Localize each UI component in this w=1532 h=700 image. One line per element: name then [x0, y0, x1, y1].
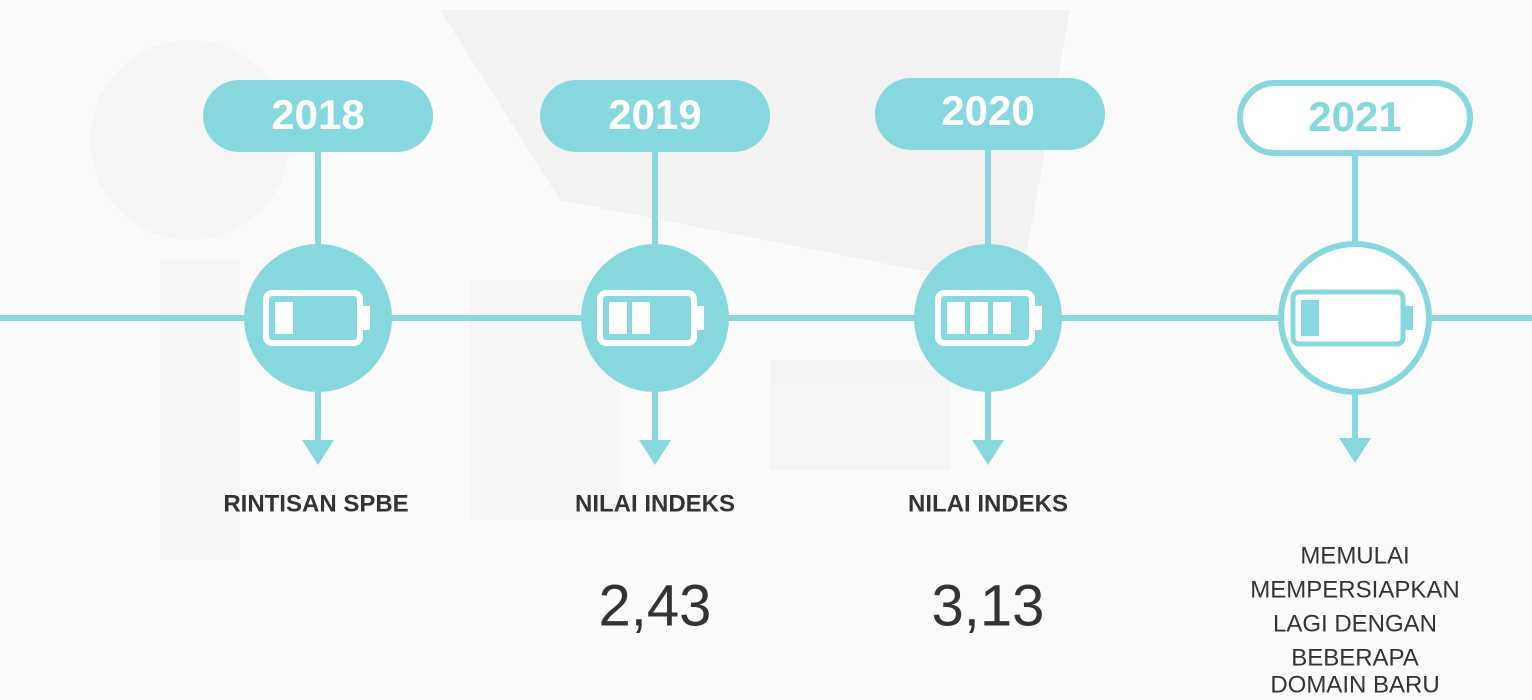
label: NILAI INDEKS	[908, 490, 1068, 517]
description-line: DOMAIN BARU	[1270, 671, 1439, 698]
value: 3,13	[932, 573, 1045, 638]
description-line: LAGI DENGAN	[1273, 610, 1437, 637]
description-line: BEBERAPA	[1291, 644, 1419, 671]
timeline: 2018 RINTISAN SPBE 2019 NILAI INDEKS 2,4…	[0, 0, 1532, 700]
description-line: MEMULAI	[1300, 542, 1409, 569]
value: 2,43	[599, 573, 712, 638]
label: NILAI INDEKS	[575, 490, 735, 517]
year: 2021	[1308, 93, 1401, 140]
label: RINTISAN SPBE	[223, 490, 408, 517]
year: 2019	[608, 91, 701, 138]
year: 2020	[941, 87, 1034, 134]
description-line: MEMPERSIAPKAN	[1250, 576, 1459, 603]
year: 2018	[271, 91, 364, 138]
